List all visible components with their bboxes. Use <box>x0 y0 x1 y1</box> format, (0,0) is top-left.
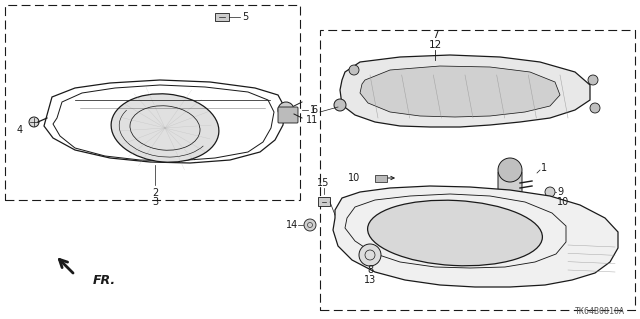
FancyArrowPatch shape <box>388 176 394 180</box>
Circle shape <box>278 102 294 118</box>
Circle shape <box>545 187 555 197</box>
Text: 1: 1 <box>541 163 547 173</box>
FancyBboxPatch shape <box>278 107 298 123</box>
Bar <box>5 5 300 200</box>
Circle shape <box>359 244 381 266</box>
Text: 14: 14 <box>285 220 298 230</box>
Text: 11: 11 <box>306 115 318 125</box>
Text: 10: 10 <box>348 173 360 183</box>
Ellipse shape <box>111 94 219 162</box>
Circle shape <box>304 219 316 231</box>
Polygon shape <box>333 186 618 287</box>
Bar <box>215 13 229 21</box>
Ellipse shape <box>367 200 542 266</box>
Bar <box>318 197 330 206</box>
Text: 7: 7 <box>432 30 438 40</box>
Text: 15: 15 <box>317 178 329 188</box>
Text: 8: 8 <box>367 265 373 275</box>
Text: 12: 12 <box>428 40 442 50</box>
Polygon shape <box>360 66 560 117</box>
Polygon shape <box>340 55 590 127</box>
Circle shape <box>588 75 598 85</box>
Text: 4: 4 <box>17 125 23 135</box>
Circle shape <box>349 65 359 75</box>
FancyBboxPatch shape <box>498 171 522 195</box>
Circle shape <box>334 99 346 111</box>
Text: 10: 10 <box>557 197 569 207</box>
Text: 9: 9 <box>557 187 563 197</box>
Circle shape <box>29 117 39 127</box>
Text: 1: 1 <box>310 105 316 115</box>
Text: 6: 6 <box>312 105 318 115</box>
Circle shape <box>498 158 522 182</box>
Text: TK64B0810A: TK64B0810A <box>575 308 625 316</box>
Bar <box>375 175 387 182</box>
Text: FR.: FR. <box>93 273 116 286</box>
Text: 5: 5 <box>242 12 248 22</box>
Text: 13: 13 <box>364 275 376 285</box>
Bar <box>320 30 635 310</box>
Circle shape <box>590 103 600 113</box>
Text: 3: 3 <box>152 197 158 207</box>
Text: 2: 2 <box>152 188 158 198</box>
